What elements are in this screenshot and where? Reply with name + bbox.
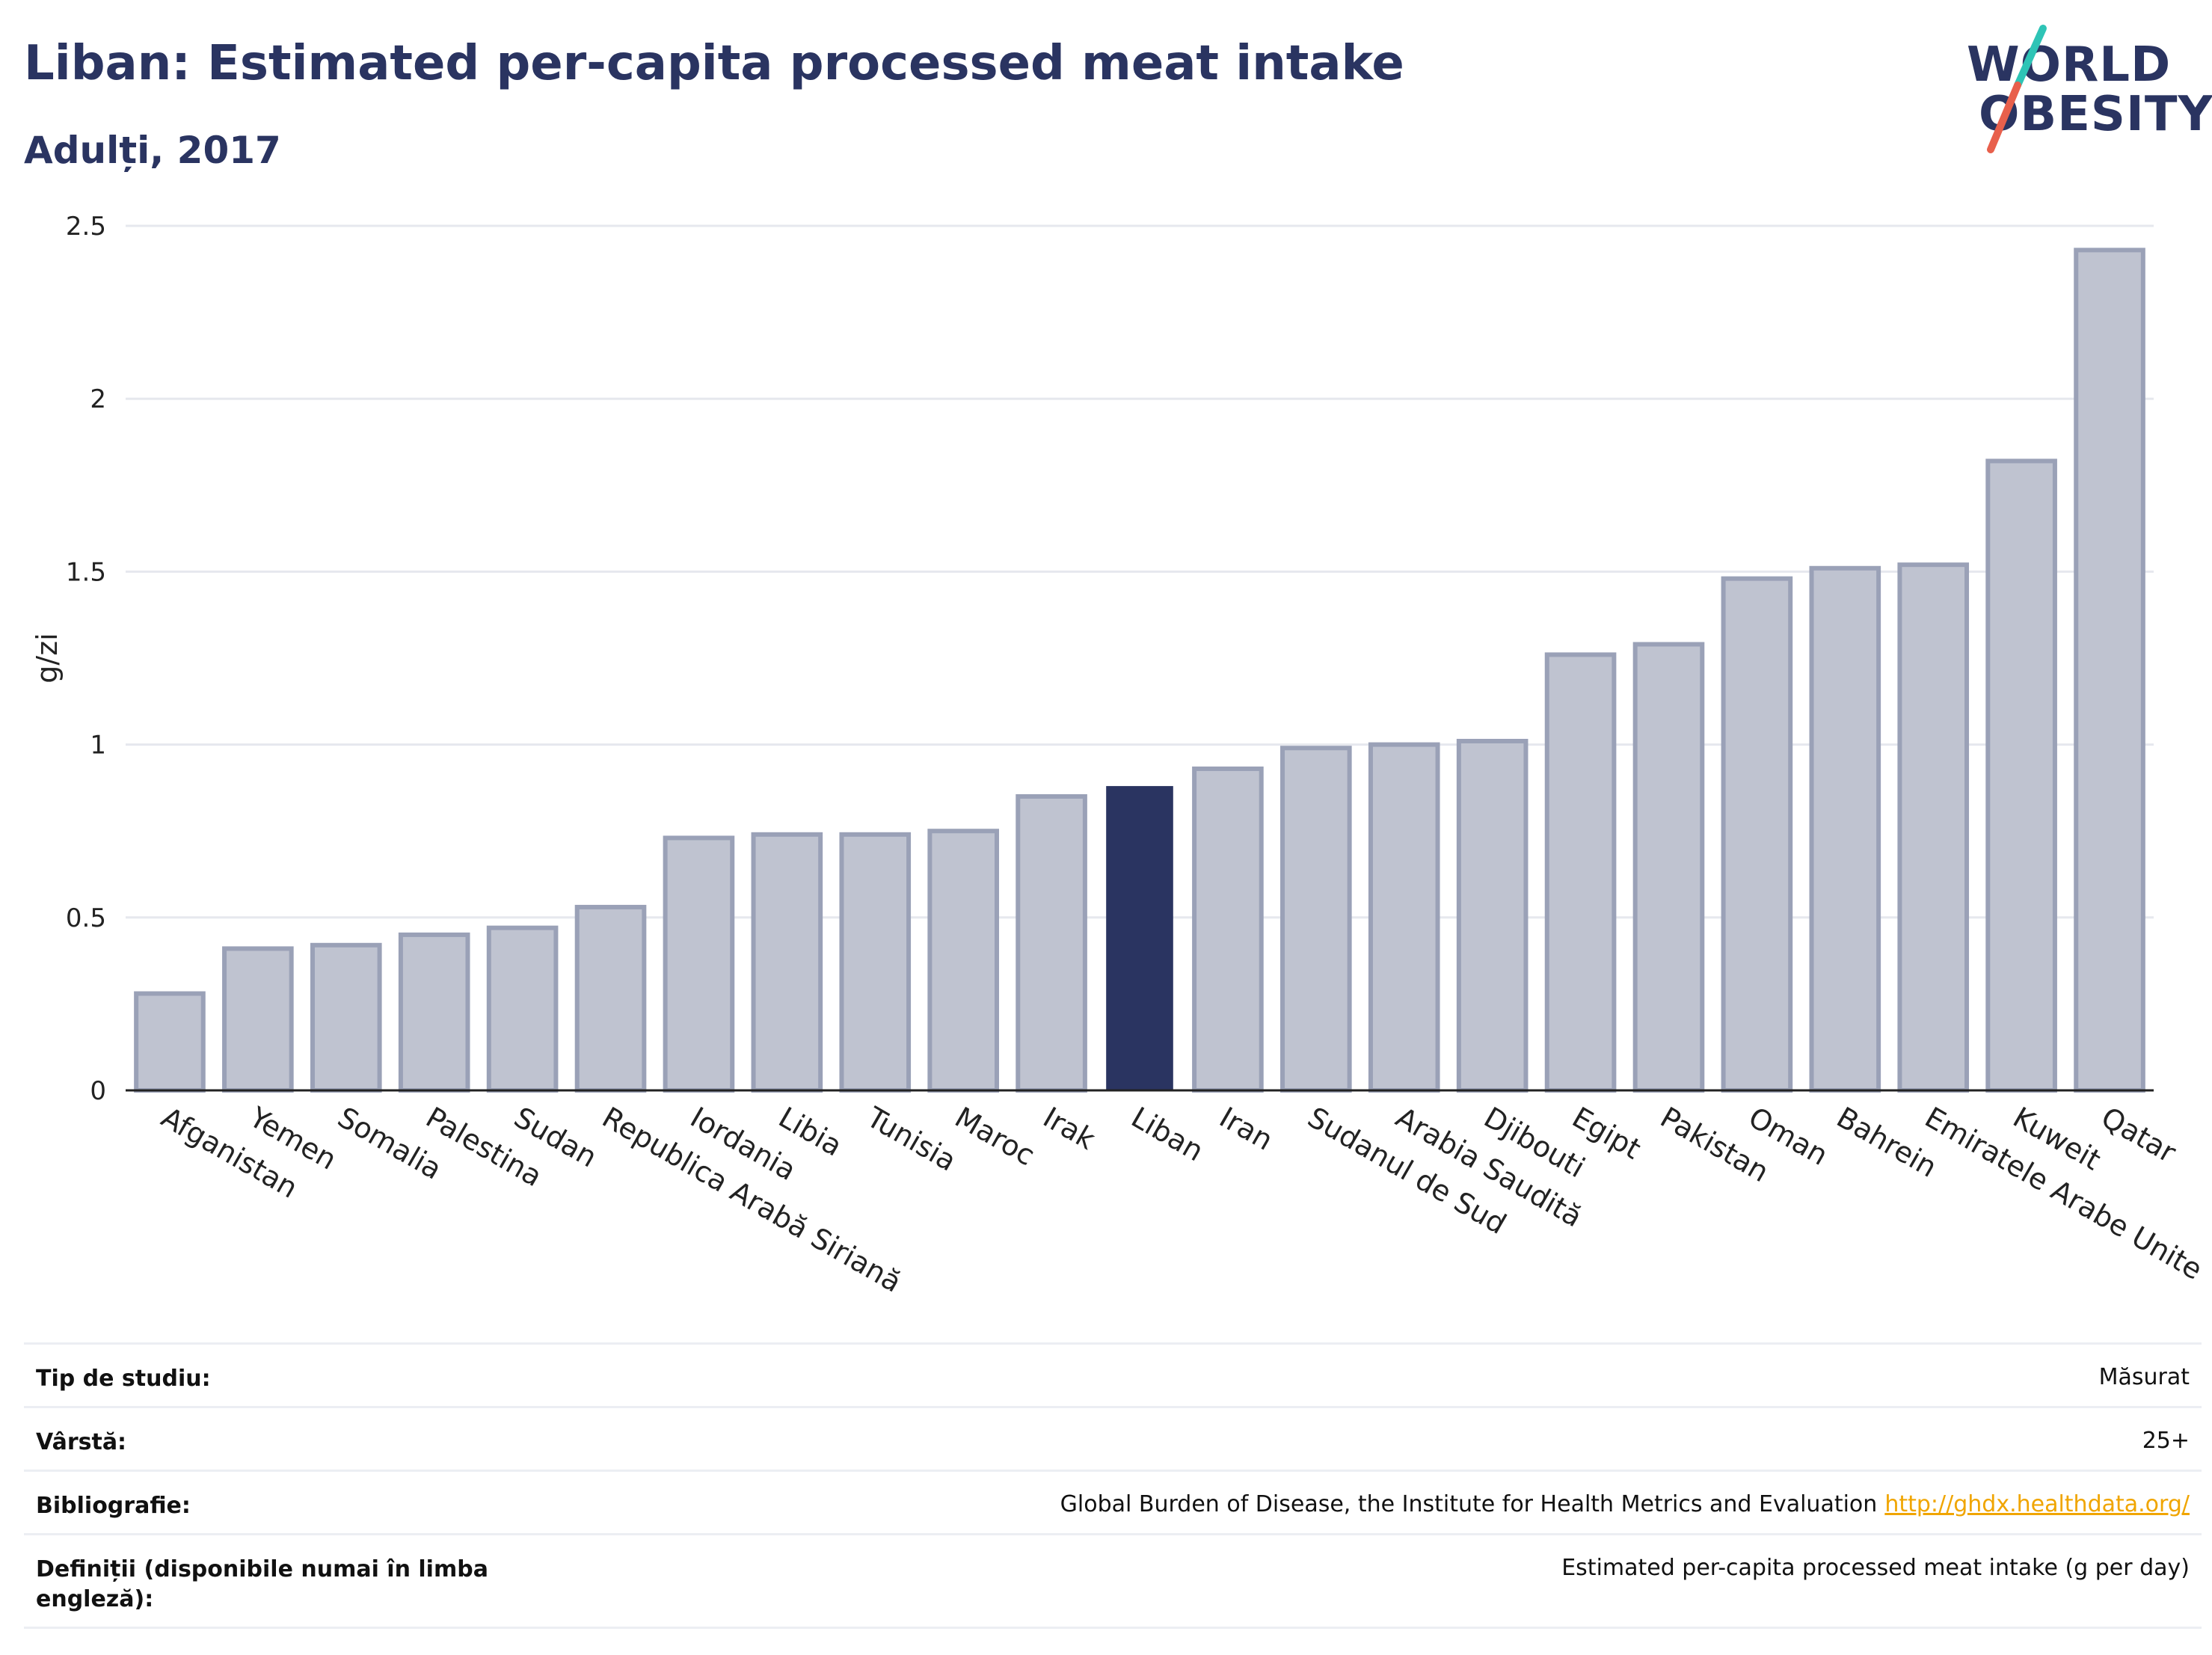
- bar: [751, 832, 823, 1093]
- y-tick-label: 2.5: [66, 212, 106, 242]
- meta-label: Bibliografie:: [36, 1493, 191, 1519]
- meta-value: 25+: [2142, 1428, 2190, 1454]
- y-tick-label: 1: [90, 731, 106, 761]
- bar: [134, 991, 206, 1093]
- bar: [398, 932, 470, 1093]
- bar: [1544, 652, 1617, 1093]
- x-tick-label: Bahrein: [1831, 1101, 1943, 1184]
- logo-line-1: WORLD: [1967, 37, 2172, 93]
- y-tick-label: 2: [90, 384, 106, 414]
- bar: [1632, 642, 1705, 1093]
- meta-value: Măsurat: [2098, 1364, 2190, 1390]
- meta-row-bibliography: Bibliografie: Global Burden of Disease, …: [24, 1470, 2202, 1533]
- x-tick-label: Liban: [1126, 1101, 1209, 1168]
- x-tick-label: Irak: [1038, 1101, 1101, 1156]
- meta-label: Tip de studiu:: [36, 1366, 211, 1392]
- bar: [222, 946, 294, 1093]
- x-tick-label: Tunisia: [861, 1100, 962, 1178]
- y-axis-title: g/zi: [31, 633, 64, 683]
- logo-line-2: OBESITY: [1979, 87, 2212, 142]
- bar: [1809, 565, 1881, 1093]
- meta-label: Definiții (disponibile numai în limba en…: [36, 1556, 488, 1612]
- bar: [310, 942, 382, 1093]
- page-title: Liban: Estimated per-capita processed me…: [24, 36, 1404, 91]
- bar: [486, 925, 559, 1093]
- bibliography-link[interactable]: http://ghdx.healthdata.org/: [1884, 1491, 2190, 1517]
- meta-row-study-type: Tip de studiu: Măsurat: [24, 1342, 2202, 1406]
- meta-value: Global Burden of Disease, the Institute …: [1060, 1491, 2190, 1517]
- meta-row-definitions: Definiții (disponibile numai în limba en…: [24, 1533, 2202, 1629]
- bar-chart: 00.511.522.5g/ziAfganistanYemenSomaliaPa…: [31, 212, 2208, 1299]
- bar-highlighted: [1106, 786, 1173, 1090]
- bar: [1280, 746, 1352, 1093]
- bibliography-text: Global Burden of Disease, the Institute …: [1060, 1491, 1878, 1517]
- metadata-table: Tip de studiu: Măsurat Vârstă: 25+ Bibli…: [24, 1342, 2202, 1629]
- bar: [1192, 766, 1264, 1093]
- bar: [663, 835, 735, 1093]
- x-tick-label: Iran: [1214, 1101, 1278, 1157]
- bar: [1897, 562, 1970, 1093]
- world-obesity-logo[interactable]: WORLD OBESITY: [1959, 22, 2212, 157]
- logo-slash-icon: [1987, 25, 2047, 153]
- page-subtitle: Adulți, 2017: [24, 129, 281, 172]
- bar: [2074, 248, 2145, 1093]
- bar: [1985, 458, 2057, 1093]
- x-tick-label: Qatar: [2096, 1101, 2182, 1170]
- y-tick-label: 0: [90, 1076, 106, 1106]
- bar: [1368, 742, 1440, 1093]
- meta-value: Estimated per-capita processed meat inta…: [1561, 1555, 2190, 1581]
- bar: [1456, 738, 1529, 1093]
- bar: [1721, 576, 1793, 1093]
- meta-label: Vârstă:: [36, 1429, 127, 1455]
- bar: [1016, 793, 1087, 1093]
- y-tick-label: 1.5: [66, 557, 106, 587]
- x-tick-label: Maroc: [950, 1101, 1041, 1173]
- meta-row-age: Vârstă: 25+: [24, 1406, 2202, 1470]
- bar: [839, 832, 912, 1093]
- y-tick-label: 0.5: [66, 903, 106, 933]
- bar: [574, 904, 647, 1093]
- bar: [927, 829, 999, 1093]
